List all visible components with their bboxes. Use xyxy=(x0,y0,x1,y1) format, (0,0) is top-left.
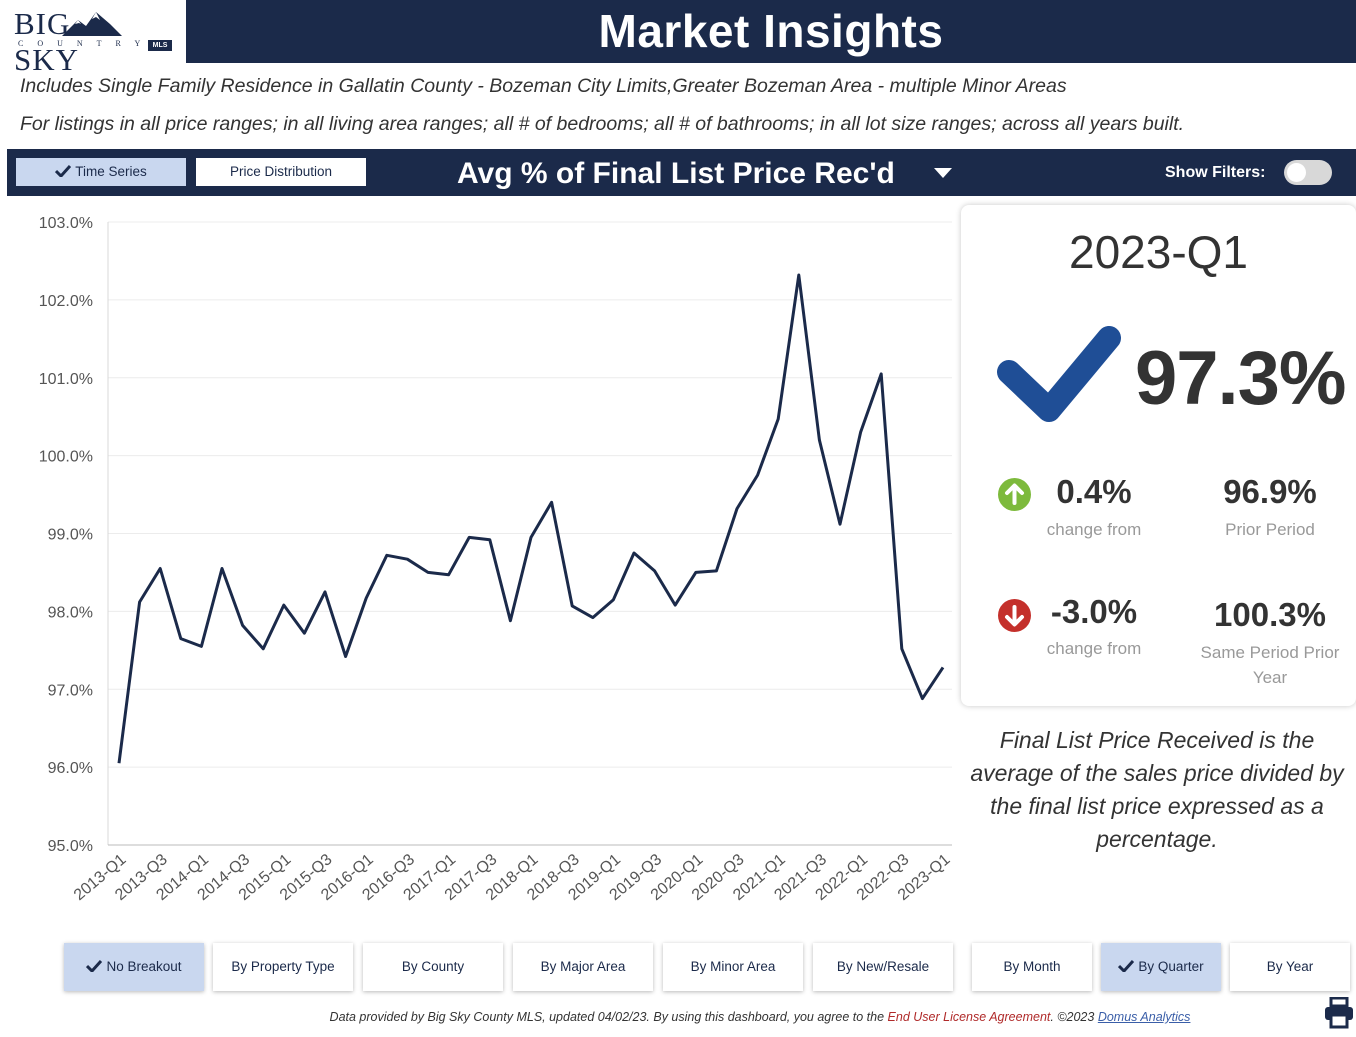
filter-description-line1: Includes Single Family Residence in Gall… xyxy=(20,75,1067,97)
series-line xyxy=(117,273,945,764)
prior-period-label: Prior Period xyxy=(1225,520,1315,539)
time-series-label: Time Series xyxy=(75,164,147,179)
breakout-label: By Month xyxy=(1003,959,1061,974)
check-icon xyxy=(86,959,103,974)
by-major-area-button[interactable]: By Major Area xyxy=(513,943,653,991)
toggle-knob xyxy=(1287,163,1306,182)
breakout-label: By Year xyxy=(1266,959,1314,974)
y-tick-label: 99.0% xyxy=(48,527,93,544)
logo-wordmark: BIGSKY xyxy=(14,6,186,78)
logo-text-left: BIG xyxy=(14,6,71,41)
logo-text-right: SKY xyxy=(14,42,80,77)
y-tick-label: 101.0% xyxy=(39,371,93,388)
y-tick-label: 100.0% xyxy=(39,449,93,466)
breakout-label: No Breakout xyxy=(106,959,182,974)
mountain-icon xyxy=(62,12,122,36)
y-tick-label: 98.0% xyxy=(48,604,93,621)
logo[interactable]: BIGSKY COUNTRY MLS xyxy=(0,0,186,77)
chevron-down-icon[interactable] xyxy=(934,168,952,178)
by-quarter-button[interactable]: By Quarter xyxy=(1101,943,1221,991)
breakout-label: By Minor Area xyxy=(690,959,776,974)
check-icon xyxy=(55,164,72,179)
arrow-up-icon xyxy=(998,478,1031,511)
logo-sub: COUNTRY xyxy=(18,39,155,48)
checkmark-icon xyxy=(997,326,1121,422)
period-label: 2023-Q1 xyxy=(1068,226,1248,278)
logo-badge: MLS xyxy=(148,40,172,51)
eula-link[interactable]: End User License Agreement xyxy=(887,1010,1051,1024)
by-year-button[interactable]: By Year xyxy=(1230,943,1350,991)
header-bar: BIGSKY COUNTRY MLS Market Insights xyxy=(0,0,1356,77)
footer-text: Data provided by Big Sky County MLS, upd… xyxy=(329,1010,888,1024)
filter-description-line2: For listings in all price ranges; in all… xyxy=(20,113,1185,135)
time-series-button[interactable]: Time Series xyxy=(16,158,186,186)
by-month-button[interactable]: By Month xyxy=(972,943,1092,991)
footer: Data provided by Big Sky County MLS, upd… xyxy=(0,1010,1356,1024)
line-chart: 95.0% 96.0% 97.0% 98.0% 99.0% 100.0% 101.0% 102… xyxy=(39,215,954,904)
same-period-value: 100.3% xyxy=(1214,596,1326,633)
metric-title[interactable]: Avg % of Final List Price Rec'd xyxy=(457,157,895,190)
change-prior-value: 0.4% xyxy=(1056,473,1132,510)
change-year-label: change from xyxy=(1046,639,1142,658)
by-new-resale-button[interactable]: By New/Resale xyxy=(813,943,953,991)
by-county-button[interactable]: By County xyxy=(363,943,503,991)
price-distribution-label: Price Distribution xyxy=(229,164,333,179)
domus-link[interactable]: Domus Analytics xyxy=(1097,1010,1191,1024)
breakout-label: By Property Type xyxy=(231,959,335,974)
price-distribution-button[interactable]: Price Distribution xyxy=(196,158,366,186)
metric-value: 97.3% xyxy=(1135,336,1346,421)
y-tick-label: 95.0% xyxy=(48,838,93,855)
summary-panel: 2023-Q1 97.3% 0.4% change from 96.9% Pri… xyxy=(961,205,1356,706)
y-tick-label: 97.0% xyxy=(48,682,93,699)
breakout-label: By County xyxy=(401,959,465,974)
toolbar: Time Series Price Distribution Avg % of … xyxy=(7,149,1356,196)
footer-copyright: . ©2023 xyxy=(1050,1010,1098,1024)
print-icon[interactable] xyxy=(1324,997,1354,1029)
change-year-value: -3.0% xyxy=(1050,593,1138,630)
breakout-label: By New/Resale xyxy=(836,959,930,974)
same-period-label: Same Period Prior Year xyxy=(1200,643,1340,687)
breakout-label: By Major Area xyxy=(540,959,626,974)
change-prior-label: change from xyxy=(1046,520,1142,539)
metric-explanation: Final List Price Received is the average… xyxy=(970,727,1344,852)
arrow-down-icon xyxy=(998,599,1031,632)
check-icon xyxy=(1118,959,1135,974)
by-property-type-button[interactable]: By Property Type xyxy=(213,943,353,991)
prior-period-value: 96.9% xyxy=(1223,473,1317,510)
show-filters-label: Show Filters: xyxy=(1165,164,1266,181)
page-title: Market Insights xyxy=(598,5,944,57)
by-minor-area-button[interactable]: By Minor Area xyxy=(663,943,803,991)
no-breakout-button[interactable]: No Breakout xyxy=(64,943,204,991)
y-tick-label: 96.0% xyxy=(48,760,93,777)
y-tick-label: 103.0% xyxy=(39,215,93,232)
y-tick-label: 102.0% xyxy=(39,293,93,310)
breakout-label: By Quarter xyxy=(1138,959,1204,974)
show-filters-toggle[interactable] xyxy=(1284,160,1332,185)
